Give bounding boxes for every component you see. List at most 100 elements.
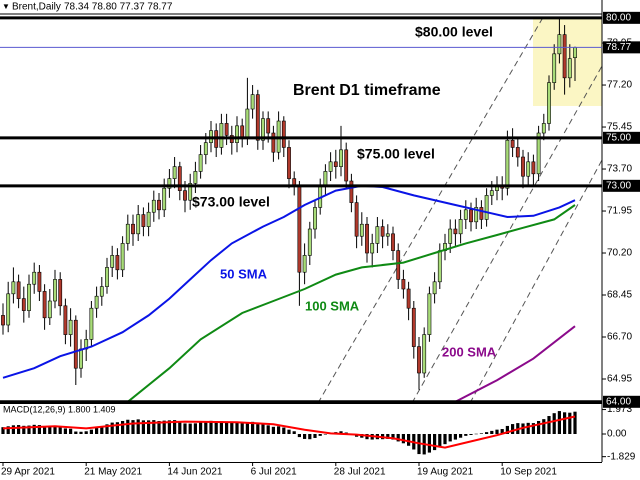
candle-body [448, 228, 453, 244]
x-tick-label: 21 May 2021 [84, 467, 142, 478]
candle-body [344, 149, 349, 182]
y-tick-label: 0.00 [607, 429, 627, 440]
candle-body [110, 255, 115, 268]
level-label: 80.00 [606, 12, 631, 23]
header-icon: ▼ [2, 2, 10, 11]
channel [317, 14, 602, 403]
candle-body [11, 281, 16, 295]
macd-bar [84, 431, 88, 434]
candle-body [146, 211, 151, 227]
candle-body [536, 132, 541, 175]
y-tick-label: 75.45 [607, 122, 632, 133]
candle-body [313, 207, 317, 230]
y-tick-label: 71.95 [607, 206, 632, 217]
macd-bar [282, 427, 286, 434]
candle-body [453, 228, 458, 235]
macd-bar [131, 420, 135, 434]
level-label: 73.00 [606, 180, 631, 191]
candle-body [136, 214, 141, 235]
macd-bar [105, 424, 109, 434]
candle-body [411, 307, 416, 347]
macd-bar [100, 426, 104, 434]
candle-body [365, 223, 369, 254]
macd-bar [292, 431, 296, 434]
candle-body [58, 279, 63, 307]
candle-body [193, 171, 198, 184]
macd-bar [204, 421, 208, 434]
candle-body [469, 209, 473, 223]
macd-bar [505, 425, 509, 434]
x-tick-label: 28 Jul 2021 [334, 467, 386, 478]
candle-body [417, 346, 421, 374]
candle-body [510, 139, 515, 148]
macd-bar [474, 433, 478, 435]
macd-bar [339, 431, 343, 434]
candle-body [427, 293, 432, 335]
macd-bar [396, 433, 400, 442]
macd-bar [511, 424, 515, 434]
macd-bar [110, 422, 114, 434]
y-tick-label: 73.70 [607, 164, 632, 175]
header-quote: 78.34 78.80 77.37 78.77 [64, 2, 173, 13]
candle-body [73, 319, 78, 369]
level-label-box [603, 179, 640, 192]
macd-bar [126, 419, 130, 434]
line-label: 100 SMA [305, 298, 360, 313]
x-tick-label: 14 Jun 2021 [167, 467, 222, 478]
last-price-label: 78.77 [606, 42, 631, 53]
level-label: 64.00 [606, 396, 631, 407]
candle-body [250, 94, 255, 110]
candle-body [89, 307, 94, 340]
candle-body [573, 47, 577, 58]
macd-bar [89, 429, 93, 434]
candle-body [79, 348, 83, 369]
macd-bar [121, 420, 125, 434]
macd-bar [297, 433, 301, 438]
level-label-box [603, 395, 640, 408]
chart-title: Brent D1 timeframe [293, 82, 441, 99]
macd-bar [261, 424, 265, 434]
candle-body [474, 207, 479, 223]
candle-body [151, 199, 156, 213]
candle-body [47, 300, 52, 319]
macd-bar [17, 425, 21, 434]
candle-body [63, 305, 68, 335]
candle-body [131, 223, 135, 235]
candle-body [245, 108, 250, 139]
candle-body [328, 161, 333, 172]
candle-body [188, 183, 193, 201]
macd-bar [183, 423, 187, 434]
candle-body [422, 334, 427, 374]
candle-body [567, 58, 572, 79]
macd-bar [1, 427, 5, 434]
candle-body [484, 195, 489, 220]
y-tick-label: 70.20 [607, 248, 632, 259]
candle-body [375, 226, 380, 244]
candle-body [385, 233, 390, 237]
macd-bar [157, 420, 161, 434]
annotation: $75.00 level [357, 146, 435, 162]
macd-bar [235, 422, 239, 434]
macd-bar [464, 433, 468, 436]
macd-bar [219, 421, 223, 434]
macd-bar [188, 423, 192, 434]
macd-bar [308, 433, 312, 440]
macd-bar [95, 428, 99, 434]
macd-bar [43, 426, 47, 434]
candle-body [401, 279, 406, 290]
candle-body [203, 142, 208, 155]
candle-body [339, 149, 343, 167]
candle-body [505, 139, 510, 189]
highlight-zone [533, 18, 602, 106]
macd-bar [6, 426, 10, 434]
macd-bar [147, 420, 151, 434]
candle-body [281, 120, 286, 148]
candle-body [287, 147, 291, 179]
macd-bar [459, 433, 463, 438]
candle-body [479, 207, 484, 220]
macd-bar [552, 413, 556, 434]
macd-bar [141, 420, 145, 434]
macd-bar [162, 420, 166, 434]
candle-body [6, 293, 11, 326]
